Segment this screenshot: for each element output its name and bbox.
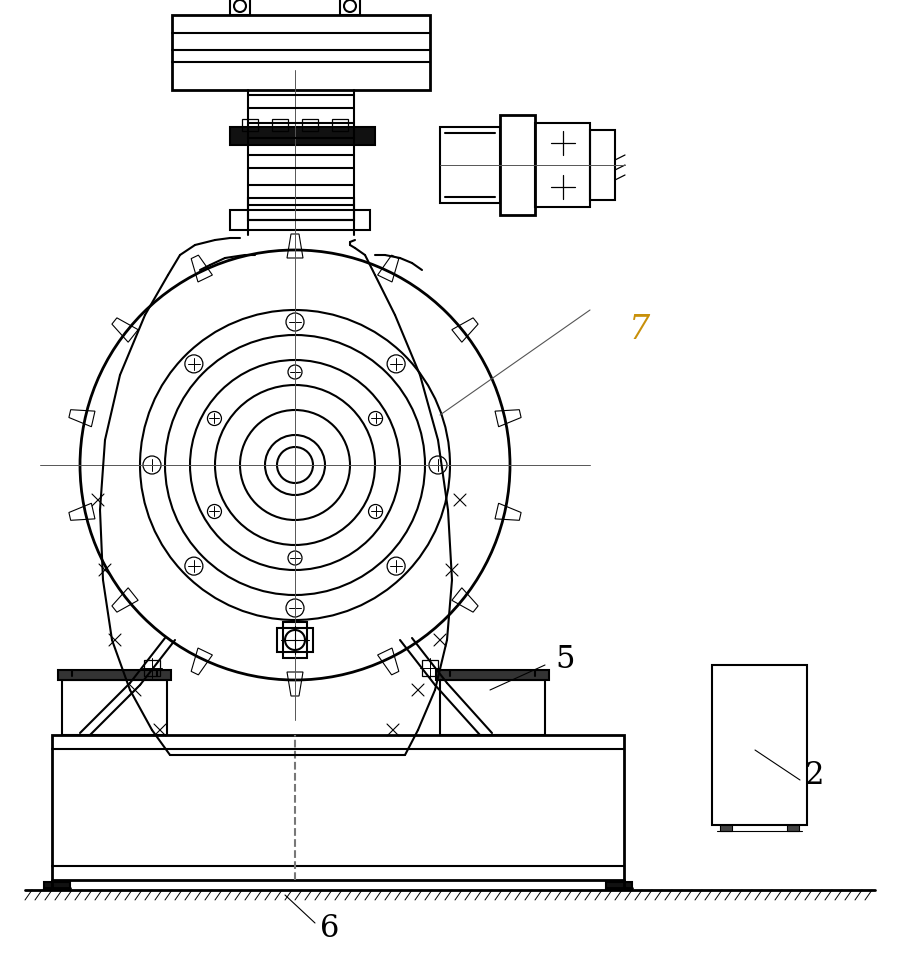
Bar [440, 127, 500, 203]
Bar [606, 882, 632, 890]
Bar [277, 628, 313, 652]
Bar [230, 210, 370, 230]
Bar [712, 665, 807, 825]
Bar [340, 0, 360, 15]
Bar [332, 119, 348, 131]
Bar [230, 0, 250, 15]
Text: 2: 2 [805, 759, 824, 791]
Bar [62, 680, 167, 735]
Bar [720, 825, 732, 831]
Bar [144, 660, 160, 676]
Bar [248, 198, 354, 220]
Text: 7: 7 [629, 314, 650, 346]
Bar [436, 670, 549, 680]
Bar [440, 680, 545, 735]
Bar [500, 115, 535, 215]
Bar [58, 670, 171, 680]
Text: 6: 6 [320, 912, 340, 944]
Bar [422, 660, 438, 676]
Bar [242, 119, 258, 131]
Bar [302, 119, 318, 131]
Bar [172, 15, 430, 90]
Bar [52, 735, 624, 880]
Bar [787, 825, 799, 831]
Bar [535, 123, 590, 207]
Text: 5: 5 [555, 645, 575, 675]
Bar [272, 119, 288, 131]
Bar [590, 130, 615, 200]
Bar [230, 127, 375, 145]
Bar [44, 882, 70, 890]
Bar [283, 622, 307, 658]
